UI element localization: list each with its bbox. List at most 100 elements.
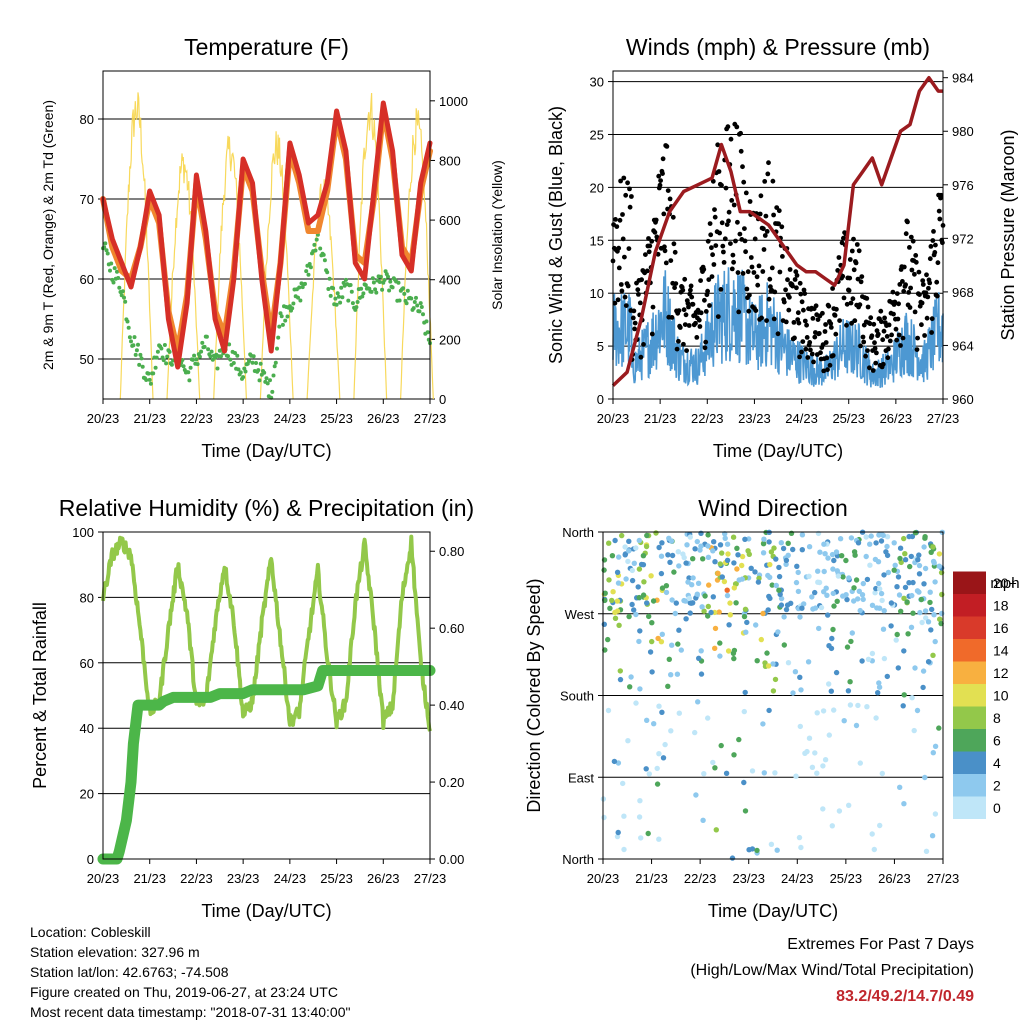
direction-point (696, 655, 702, 661)
gust-point (747, 292, 752, 298)
gust-point (860, 334, 866, 340)
gust-point (790, 283, 795, 289)
direction-point (607, 605, 613, 611)
gust-point (686, 323, 692, 328)
gust-point (768, 284, 773, 290)
gust-point (728, 136, 734, 142)
gust-point (922, 333, 927, 338)
gust-point (656, 173, 662, 179)
y2-tick-label: 0.20 (439, 775, 464, 790)
dewpoint-point (280, 322, 285, 327)
direction-point (923, 615, 929, 621)
gust-point (793, 269, 799, 275)
direction-point (766, 539, 772, 545)
dewpoint-point (251, 354, 256, 359)
direction-point (687, 534, 693, 540)
direction-point (601, 567, 607, 573)
direction-point (705, 603, 711, 610)
direction-point (687, 610, 693, 616)
dewpoint-point (382, 278, 387, 282)
gust-point (710, 252, 715, 258)
dewpoint-point (200, 340, 205, 345)
gust-point (657, 182, 663, 188)
gust-point (779, 224, 785, 230)
gust-point (676, 338, 681, 344)
direction-point (821, 568, 827, 575)
direction-point (768, 549, 775, 555)
direction-point (719, 574, 725, 580)
direction-point (646, 771, 652, 777)
direction-point (712, 625, 719, 632)
gust-point (716, 169, 722, 174)
dewpoint-point (125, 319, 130, 324)
y2-tick-label: 600 (439, 213, 461, 228)
gust-point (786, 307, 792, 313)
gust-point (725, 124, 731, 130)
direction-point (932, 638, 938, 645)
dewpoint-point (161, 358, 166, 363)
legend-label: 0 (993, 800, 1001, 816)
direction-point (631, 607, 637, 613)
gust-point (833, 331, 839, 337)
dewpoint-point (405, 288, 410, 293)
gust-point (620, 236, 626, 242)
gust-point (661, 211, 667, 217)
gust-point (890, 289, 896, 295)
wind-direction-panel: Wind Direction Time (Day/UTC) 20/23 21/23 22… (524, 495, 959, 921)
dewpoint-point (238, 370, 243, 375)
direction-point (902, 551, 908, 557)
dewpoint-point (270, 389, 275, 394)
gust-point (800, 339, 806, 344)
direction-point (876, 684, 883, 690)
direction-point (906, 580, 912, 586)
gust-point (724, 222, 730, 228)
direction-point (760, 721, 766, 727)
gust-point (934, 279, 940, 285)
dewpoint-point (277, 324, 282, 329)
gust-point (771, 212, 776, 218)
direction-point (815, 579, 821, 585)
gust-point (632, 326, 637, 332)
direction-point (658, 639, 665, 645)
gust-point (780, 254, 785, 259)
direction-point (648, 573, 654, 579)
direction-point (695, 580, 702, 586)
direction-point (931, 560, 937, 566)
gust-point (683, 312, 689, 318)
y-tick-label: East (568, 770, 594, 785)
direction-point (641, 579, 647, 585)
gust-point (667, 196, 673, 202)
x-tick-label: 27/23 (414, 411, 447, 426)
gust-point (653, 217, 659, 223)
y2-tick-label: 964 (952, 338, 974, 353)
y-tick-label: South (560, 689, 594, 704)
gust-point (930, 238, 936, 243)
dewpoint-point (155, 349, 160, 354)
direction-point (918, 596, 925, 603)
x-tick-label: 22/23 (684, 871, 717, 886)
gust-point (907, 245, 912, 250)
gust-point (900, 279, 905, 284)
gust-point (795, 310, 801, 316)
gust-point (813, 303, 819, 309)
dewpoint-point (104, 248, 109, 253)
gust-point (850, 296, 856, 302)
legend-label: 6 (993, 732, 1001, 748)
dewpoint-point (159, 346, 164, 351)
gust-point (685, 301, 691, 306)
direction-point (717, 640, 723, 646)
dewpoint-point (247, 359, 251, 363)
gust-point (903, 282, 908, 288)
gust-point (895, 316, 901, 322)
gust-point (913, 253, 919, 258)
dewpoint-point (333, 296, 338, 301)
direction-point (797, 614, 803, 620)
direction-point (928, 549, 934, 555)
direction-point (741, 708, 747, 715)
gust-point (868, 315, 874, 321)
direction-point (868, 533, 874, 539)
gust-point (688, 283, 694, 289)
gust-point (665, 188, 671, 194)
direction-point (771, 545, 777, 551)
